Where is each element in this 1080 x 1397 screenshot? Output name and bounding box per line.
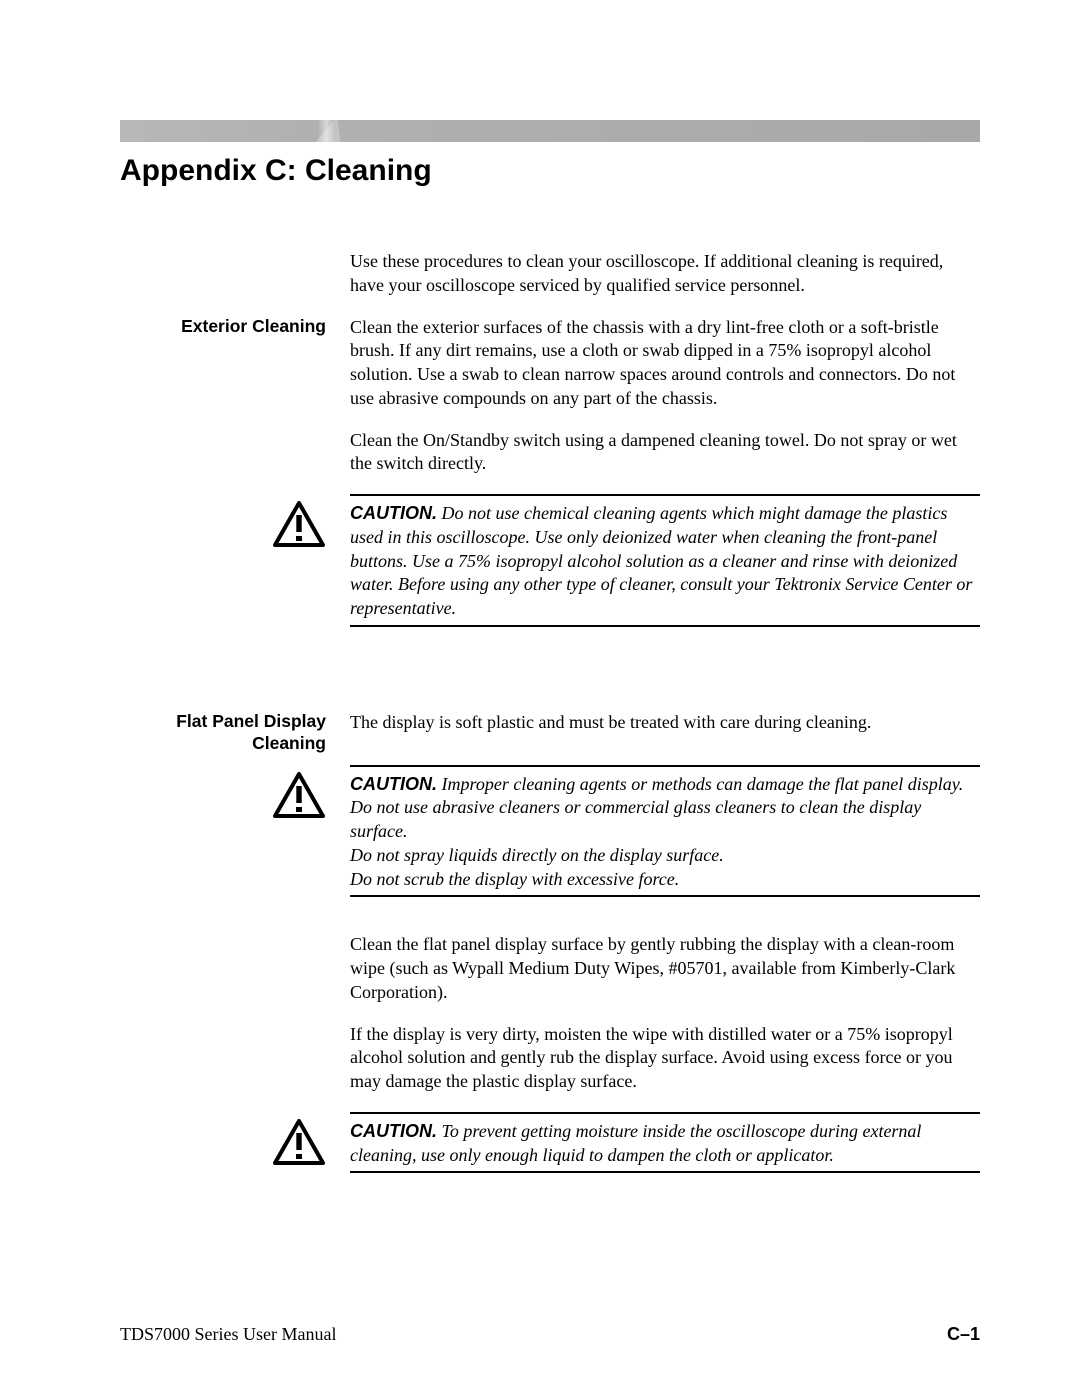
exterior-row: Exterior Cleaning Clean the exterior sur… bbox=[120, 316, 980, 477]
intro-side-empty bbox=[120, 250, 350, 298]
warning-triangle-icon bbox=[272, 771, 326, 819]
header-decorative-bar bbox=[120, 120, 980, 142]
intro-body: Use these procedures to clean your oscil… bbox=[350, 250, 980, 298]
flatpanel-body-intro: The display is soft plastic and must be … bbox=[350, 711, 980, 755]
section-gap bbox=[120, 663, 980, 711]
page-footer: TDS7000 Series User Manual C–1 bbox=[120, 1324, 980, 1345]
flatpanel-caution2-label: CAUTION. bbox=[350, 1121, 437, 1141]
flatpanel-row: Flat Panel Display Cleaning The display … bbox=[120, 711, 980, 755]
footer-left: TDS7000 Series User Manual bbox=[120, 1324, 336, 1345]
warning-triangle-icon bbox=[272, 1118, 326, 1166]
flatpanel-caution1-row: CAUTION. Improper cleaning agents or met… bbox=[120, 765, 980, 916]
page-content: Appendix C: Cleaning Use these procedure… bbox=[120, 120, 980, 1209]
flatpanel-caution1-body: CAUTION. Improper cleaning agents or met… bbox=[350, 765, 980, 916]
flatpanel-body-row: Clean the flat panel display surface by … bbox=[120, 933, 980, 1094]
flatpanel-caution2-body: CAUTION. To prevent getting moisture ins… bbox=[350, 1112, 980, 1192]
flatpanel-p2: Clean the flat panel display surface by … bbox=[350, 933, 980, 1004]
flatpanel-caution1-box: CAUTION. Improper cleaning agents or met… bbox=[350, 765, 980, 898]
flatpanel-caution1-line1: Improper cleaning agents or methods can … bbox=[442, 774, 964, 794]
page-title: Appendix C: Cleaning bbox=[120, 154, 980, 188]
flatpanel-heading-l2: Cleaning bbox=[252, 733, 326, 753]
flatpanel-caution2-row: CAUTION. To prevent getting moisture ins… bbox=[120, 1112, 980, 1192]
intro-row: Use these procedures to clean your oscil… bbox=[120, 250, 980, 298]
flatpanel-caution1-line4: Do not scrub the display with excessive … bbox=[350, 868, 980, 892]
flatpanel-caution1-label: CAUTION. bbox=[350, 774, 437, 794]
exterior-caution-row: CAUTION. Do not use chemical cleaning ag… bbox=[120, 494, 980, 645]
exterior-caution-box: CAUTION. Do not use chemical cleaning ag… bbox=[350, 494, 980, 627]
exterior-caution-label: CAUTION. bbox=[350, 503, 437, 523]
exterior-caution-body: CAUTION. Do not use chemical cleaning ag… bbox=[350, 494, 980, 645]
flatpanel-body-side-empty bbox=[120, 933, 350, 1094]
intro-text: Use these procedures to clean your oscil… bbox=[350, 250, 980, 298]
exterior-p2: Clean the On/Standby switch using a damp… bbox=[350, 429, 980, 477]
flatpanel-caution2-box: CAUTION. To prevent getting moisture ins… bbox=[350, 1112, 980, 1174]
warning-triangle-icon bbox=[272, 500, 326, 548]
flatpanel-caution2-icon-col bbox=[120, 1112, 350, 1192]
flatpanel-p3: If the display is very dirty, moisten th… bbox=[350, 1023, 980, 1094]
exterior-body: Clean the exterior surfaces of the chass… bbox=[350, 316, 980, 477]
flatpanel-body: Clean the flat panel display surface by … bbox=[350, 933, 980, 1094]
footer-right: C–1 bbox=[947, 1324, 980, 1345]
flatpanel-caution1-line3: Do not spray liquids directly on the dis… bbox=[350, 844, 980, 868]
flatpanel-p1: The display is soft plastic and must be … bbox=[350, 711, 980, 735]
flatpanel-caution1-icon-col bbox=[120, 765, 350, 916]
exterior-p1: Clean the exterior surfaces of the chass… bbox=[350, 316, 980, 411]
flatpanel-caution1-line2: Do not use abrasive cleaners or commerci… bbox=[350, 796, 980, 844]
exterior-caution-icon-col bbox=[120, 494, 350, 645]
flatpanel-heading: Flat Panel Display Cleaning bbox=[120, 711, 350, 755]
exterior-caution-text: Do not use chemical cleaning agents whic… bbox=[350, 503, 972, 618]
flatpanel-heading-l1: Flat Panel Display bbox=[176, 711, 326, 731]
exterior-heading: Exterior Cleaning bbox=[120, 316, 350, 477]
